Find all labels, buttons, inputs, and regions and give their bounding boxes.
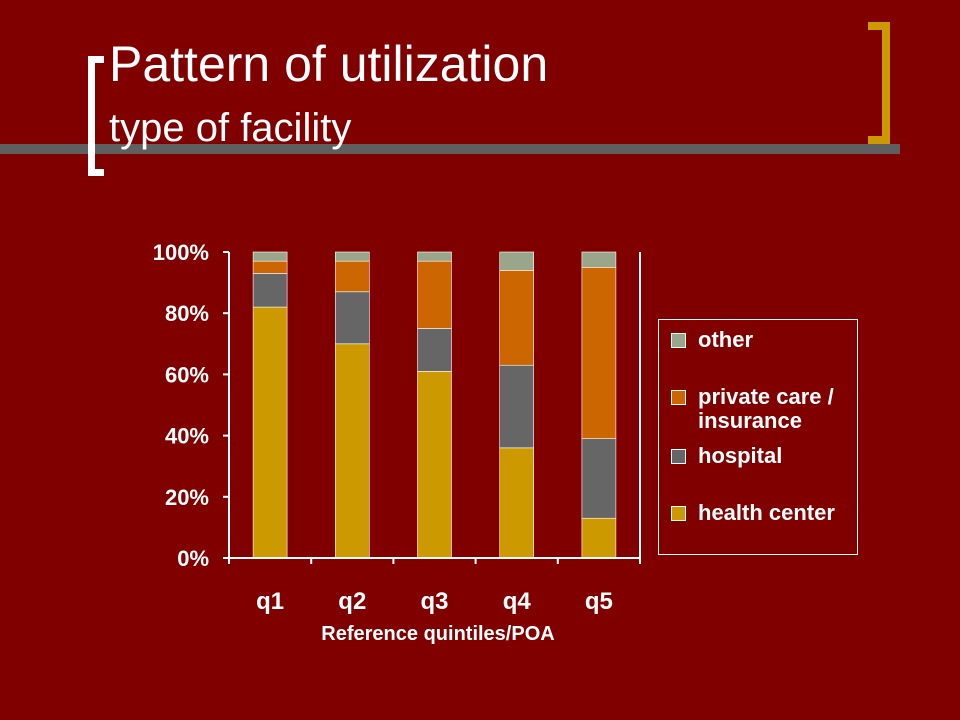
legend-swatch-hospital [671,449,686,464]
y-tick-label: 60% [165,362,209,387]
legend-swatch-health-center [671,506,686,521]
bar-q5-health-center [581,517,617,559]
bar-q4-other [499,251,535,271]
bar-q1-private-care-insurance [252,260,288,274]
bar-q4-health-center [499,447,535,559]
legend-item-private-care: private care / insurance [671,385,858,433]
bar-q4-hospital [499,364,535,449]
bar-q3-hospital [417,328,452,372]
legend-label-private-care: private care / insurance [698,384,834,433]
bar-q5-other [581,251,617,268]
bar-q1-other [252,251,288,262]
legend-swatch-other [671,333,686,348]
legend-label-health-center: health center [698,500,835,525]
legend-label-hospital: hospital [698,443,783,468]
bar-q5-hospital [581,438,617,519]
slide-subtitle: type of facility [109,106,352,150]
y-tick-label: 40% [165,424,209,449]
legend-label-other: other [698,327,753,352]
legend-item-health-center: health center [671,501,858,525]
bar-q4-private-care-insurance [499,270,535,366]
y-tick-label: 80% [165,301,209,326]
x-tick-labels-group: q1 q2 q3 q4 q5 [256,588,613,615]
x-tick-label-q4: q4 [503,588,532,615]
x-tick-label-q3: q3 [420,588,448,615]
bar-q5-private-care-insurance [581,266,617,439]
bar-q3-health-center [417,371,452,559]
bar-q2-hospital [334,291,370,345]
bar-q3-other [417,251,452,262]
bar-q1-health-center [252,306,288,559]
bar-q2-health-center [334,343,370,559]
bar-q1-hospital [252,273,288,308]
title-underline-bar [0,144,900,154]
axis-ticks-group [223,251,641,564]
x-axis-title: Reference quintiles/POA [321,623,554,645]
slide-title: Pattern of utilization [109,36,549,92]
legend-swatch-private-care [671,390,686,405]
legend-item-other: other [671,328,858,352]
y-tick-label: 20% [165,485,209,510]
x-tick-label-q1: q1 [256,588,284,615]
right-bracket-decoration [868,22,890,144]
left-bracket-decoration [88,56,104,176]
x-tick-label-q5: q5 [585,588,613,615]
y-tick-label: 0% [177,546,209,571]
bar-q2-other [334,251,370,262]
chart-legend: other private care / insurance hospital … [658,319,858,555]
y-tick-labels-group: 0% 20% 40% 60% 80% 100% [153,240,209,571]
bars-group [252,251,617,559]
y-tick-label: 100% [153,240,209,265]
bar-q3-private-care-insurance [417,260,452,329]
legend-item-hospital: hospital [671,444,858,468]
bar-q2-private-care-insurance [334,260,370,293]
x-tick-label-q2: q2 [338,588,366,615]
